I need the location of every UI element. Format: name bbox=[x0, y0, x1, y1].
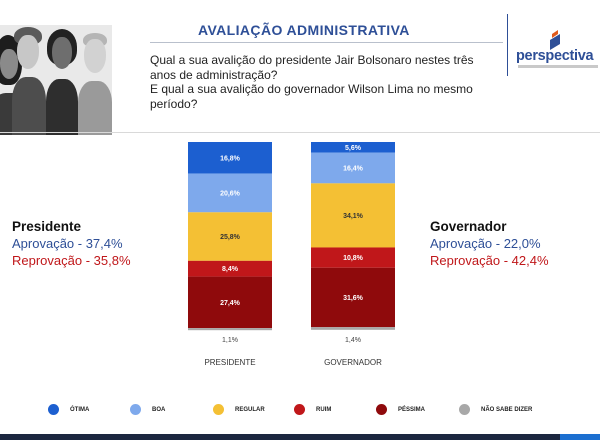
logo-text: perspectiva bbox=[516, 48, 594, 64]
footer-bar bbox=[0, 434, 600, 440]
governor-disapproval: Reprovação - 42,4% bbox=[430, 253, 549, 268]
legend-swatch-regular bbox=[213, 404, 224, 415]
bar-segment-ruim-presidente bbox=[188, 260, 272, 277]
bar-segment-otima-presidente bbox=[188, 142, 272, 174]
legend-item-regular: REGULAR bbox=[213, 404, 265, 415]
legend-swatch-boa bbox=[130, 404, 141, 415]
header-photo-strip bbox=[0, 25, 112, 135]
president-summary: Presidente Aprovação - 37,4% Reprovação … bbox=[12, 218, 131, 269]
legend-swatch-pessima bbox=[376, 404, 387, 415]
president-approval: Aprovação - 37,4% bbox=[12, 236, 123, 251]
data-label-regular-governador: 34,1% bbox=[343, 213, 364, 220]
bar-segment-regular-governador bbox=[311, 183, 395, 248]
bar-segment-nao_sabe-governador bbox=[311, 327, 395, 330]
category-label-governador: GOVERNADOR bbox=[324, 358, 382, 367]
legend-swatch-ruim bbox=[294, 404, 305, 415]
legend-label-pessima: PÉSSIMA bbox=[398, 406, 426, 413]
legend-label-nao-sabe: NÃO SABE DIZER bbox=[481, 406, 533, 413]
legend-item-pessima: PÉSSIMA bbox=[376, 404, 425, 415]
legend-item-nao-sabe: NÃO SABE DIZER bbox=[459, 404, 532, 415]
data-label-regular-presidente: 25,8% bbox=[220, 234, 241, 241]
bar-segment-ruim-governador bbox=[311, 247, 395, 268]
legend-label-ruim: RUIM bbox=[316, 406, 332, 413]
president-heading: Presidente bbox=[12, 219, 82, 234]
data-label-nao_sabe-governador: 1,4% bbox=[345, 337, 361, 344]
legend-item-ruim: RUIM bbox=[294, 404, 331, 415]
data-label-boa-governador: 16,4% bbox=[343, 165, 364, 172]
person-photo bbox=[78, 25, 112, 135]
bar-segment-regular-presidente bbox=[188, 212, 272, 261]
data-label-pessima-governador: 31,6% bbox=[343, 295, 364, 302]
page-title: AVALIAÇÃO ADMINISTRATIVA bbox=[198, 22, 410, 38]
data-label-boa-presidente: 20,6% bbox=[220, 190, 241, 197]
president-disapproval: Reprovação - 35,8% bbox=[12, 253, 131, 268]
question-line: anos de administração? bbox=[150, 67, 278, 82]
legend-label-otima: ÓTIMA bbox=[70, 406, 90, 413]
legend-swatch-otima bbox=[48, 404, 59, 415]
header-separator bbox=[507, 14, 508, 76]
legend-label-regular: REGULAR bbox=[235, 406, 265, 413]
bar-segment-pessima-presidente bbox=[188, 276, 272, 329]
legend-item-otima: ÓTIMA bbox=[48, 404, 89, 415]
logo-mark-icon bbox=[550, 30, 560, 50]
perspectiva-logo: perspectiva bbox=[516, 30, 600, 76]
governor-summary: Governador Aprovação - 22,0% Reprovação … bbox=[430, 218, 549, 269]
title-underline bbox=[150, 42, 503, 43]
governor-approval: Aprovação - 22,0% bbox=[430, 236, 541, 251]
legend-swatch-nao-sabe bbox=[459, 404, 470, 415]
bar-segment-pessima-governador bbox=[311, 267, 395, 328]
bar-segment-nao_sabe-presidente bbox=[188, 328, 272, 331]
person-photo bbox=[46, 25, 78, 135]
category-label-presidente: PRESIDENTE bbox=[204, 358, 255, 367]
data-label-ruim-governador: 10,8% bbox=[343, 255, 364, 262]
survey-question: Qual a sua avalição do presidente Jair B… bbox=[150, 53, 505, 111]
chart-legend: ÓTIMA BOA REGULAR RUIM PÉSSIMA NÃO SABE … bbox=[0, 404, 600, 424]
bar-segment-otima-governador bbox=[311, 142, 395, 153]
data-label-ruim-presidente: 8,4% bbox=[222, 266, 239, 273]
governor-heading: Governador bbox=[430, 219, 507, 234]
data-label-otima-presidente: 16,8% bbox=[220, 155, 241, 162]
question-line: E qual a sua avalição do governador Wils… bbox=[150, 82, 473, 96]
legend-label-boa: BOA bbox=[152, 406, 166, 413]
question-line: Qual a sua avalição do presidente Jair B… bbox=[150, 53, 474, 67]
bar-segment-boa-presidente bbox=[188, 173, 272, 213]
question-line: período? bbox=[150, 96, 198, 111]
bar-segment-boa-governador bbox=[311, 152, 395, 184]
person-photo bbox=[12, 25, 46, 135]
data-label-otima-governador: 5,6% bbox=[345, 145, 362, 152]
header-divider bbox=[0, 132, 600, 133]
data-label-nao_sabe-presidente: 1,1% bbox=[222, 337, 238, 344]
logo-tagline bbox=[518, 65, 598, 68]
legend-item-boa: BOA bbox=[130, 404, 165, 415]
data-label-pessima-presidente: 27,4% bbox=[220, 300, 241, 307]
